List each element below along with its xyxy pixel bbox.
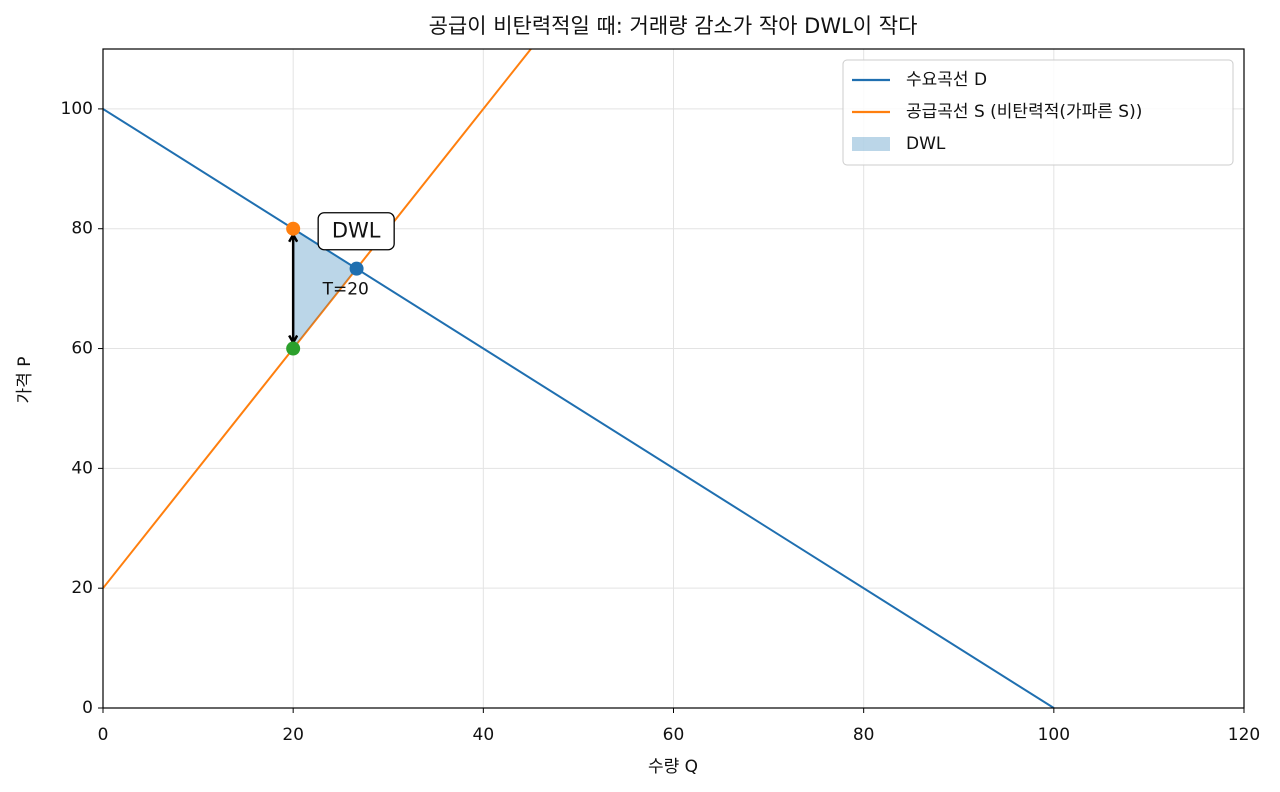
- annotation: DWL: [332, 219, 381, 243]
- x-tick-label: 0: [98, 725, 109, 745]
- point: [286, 221, 301, 236]
- annotation: T=20: [322, 280, 369, 300]
- y-tick-label: 20: [71, 578, 93, 598]
- legend-label: 수요곡선 D: [906, 70, 987, 90]
- x-axis-label: 수량 Q: [648, 757, 698, 777]
- y-axis-label: 가격 P: [15, 357, 35, 404]
- x-tick-label: 100: [1038, 725, 1070, 745]
- x-tick-label: 20: [282, 725, 304, 745]
- x-tick-label: 80: [853, 725, 875, 745]
- y-tick-label: 100: [61, 99, 93, 119]
- legend-swatch: [852, 137, 890, 151]
- point: [349, 261, 364, 276]
- x-tick-label: 120: [1228, 725, 1260, 745]
- y-tick-label: 0: [82, 698, 93, 718]
- dwl-area: [293, 228, 357, 349]
- point: [286, 341, 301, 356]
- y-tick-label: 40: [71, 458, 93, 478]
- line: [103, 108, 1055, 708]
- chart-title: 공급이 비탄력적일 때: 거래량 감소가 작아 DWL이 작다: [429, 14, 918, 38]
- x-tick-label: 40: [473, 725, 495, 745]
- plot-area: [103, 49, 1055, 708]
- y-tick-label: 60: [71, 339, 93, 359]
- plot-frame: [102, 48, 1245, 709]
- legend-label: DWL: [906, 134, 946, 154]
- x-tick-label: 60: [663, 725, 685, 745]
- y-tick-label: 80: [71, 219, 93, 239]
- line: [103, 49, 532, 589]
- legend-box: [842, 59, 1234, 166]
- legend-label: 공급곡선 S (비탄력적(가파른 S)): [906, 102, 1142, 122]
- annotation-box: [317, 212, 395, 251]
